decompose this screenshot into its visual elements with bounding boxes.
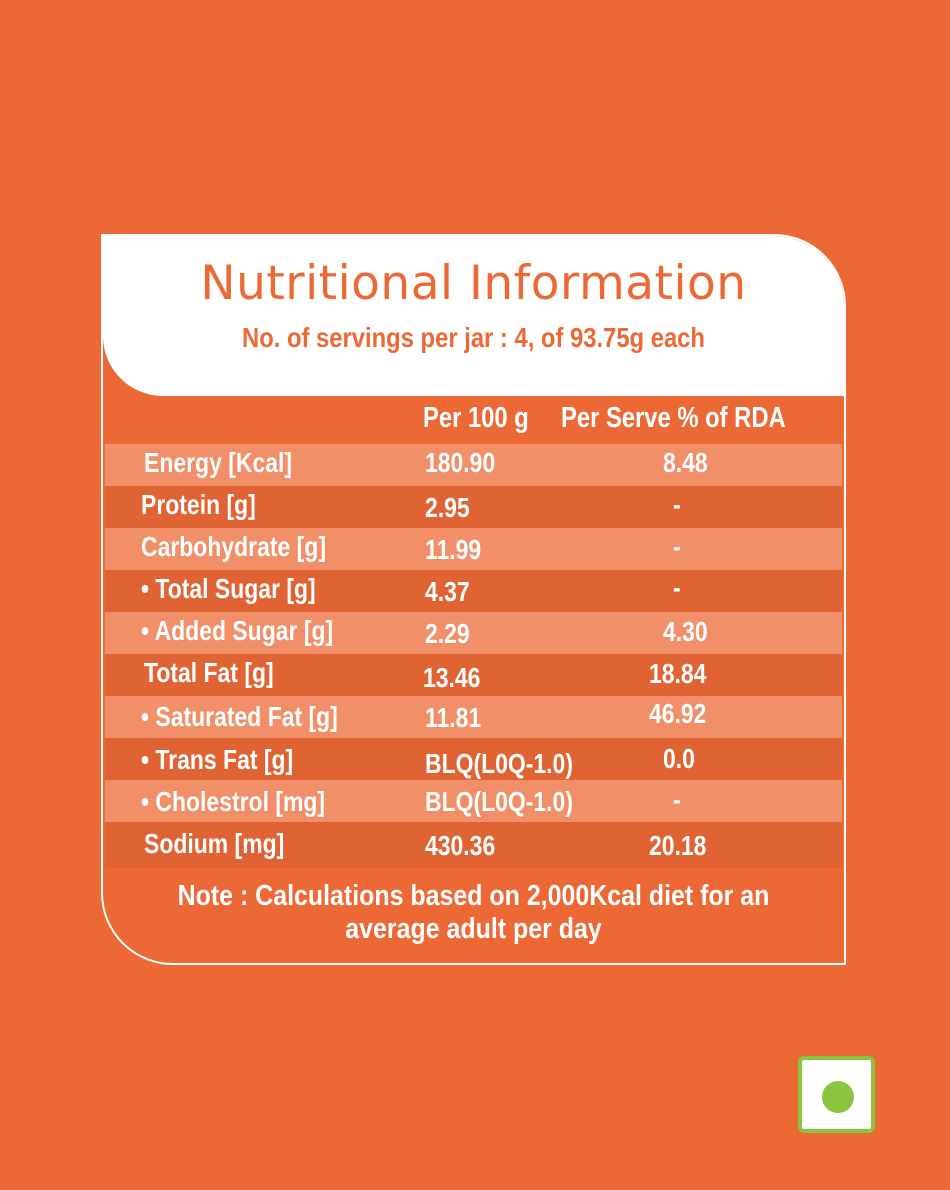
nutrient-label: • Trans Fat [g] — [141, 744, 294, 775]
nutrient-label: Protein [g] — [141, 489, 256, 520]
column-header-per-100g: Per 100 g — [423, 402, 529, 434]
table-row: Protein [g] 2.95 - — [105, 486, 842, 528]
nutrient-label: • Cholestrol [mg] — [141, 786, 326, 817]
per-100g-value: BLQ(L0Q-1.0) — [425, 748, 573, 779]
per-100g-value: 11.99 — [425, 534, 482, 565]
rda-value: 8.48 — [663, 447, 708, 478]
nutrient-label: Carbohydrate [g] — [141, 531, 326, 562]
rda-value: 4.30 — [663, 616, 708, 647]
veg-dot-icon — [822, 1081, 854, 1113]
table-row: • Total Sugar [g] 4.37 - — [105, 570, 842, 612]
rda-note: Note : Calculations based on 2,000Kcal d… — [177, 880, 770, 945]
table-row: • Trans Fat [g] BLQ(L0Q-1.0) 0.0 — [105, 738, 842, 780]
table-row: • Saturated Fat [g] 11.81 46.92 — [105, 696, 842, 738]
rda-value: 46.92 — [649, 698, 707, 729]
rda-value: 20.18 — [649, 830, 707, 861]
nutrient-label: • Saturated Fat [g] — [141, 701, 338, 732]
table-row: Total Fat [g] 13.46 18.84 — [105, 654, 842, 696]
rda-value: - — [673, 572, 681, 603]
servings-subtitle: No. of servings per jar : 4, of 93.75g e… — [242, 322, 705, 353]
per-100g-value: 13.46 — [423, 662, 481, 693]
vegetarian-mark-icon — [798, 1056, 875, 1133]
nutrition-header: Nutritional Information No. of servings … — [103, 236, 844, 396]
per-100g-value: 11.81 — [425, 702, 482, 733]
per-100g-value: 4.37 — [425, 576, 470, 607]
per-100g-value: 430.36 — [425, 830, 496, 861]
per-100g-value: 180.90 — [425, 447, 496, 478]
per-100g-value: 2.95 — [425, 492, 470, 523]
nutrient-label: • Total Sugar [g] — [141, 573, 316, 604]
nutrition-panel-border — [101, 234, 846, 965]
table-row: • Cholestrol [mg] BLQ(L0Q-1.0) - — [105, 780, 842, 822]
rda-value: 0.0 — [663, 743, 695, 774]
nutrient-label: Energy [Kcal] — [144, 447, 293, 478]
nutrient-label: Sodium [mg] — [144, 828, 285, 859]
rda-value: - — [673, 489, 681, 520]
nutrient-label: • Added Sugar [g] — [141, 615, 334, 646]
table-row: Energy [Kcal] 180.90 8.48 — [105, 444, 842, 486]
per-100g-value: 2.29 — [425, 618, 470, 649]
table-row: Sodium [mg] 430.36 20.18 — [105, 822, 842, 868]
rda-value: - — [673, 531, 681, 562]
rda-value: - — [673, 784, 681, 815]
table-row: • Added Sugar [g] 2.29 4.30 — [105, 612, 842, 654]
rda-value: 18.84 — [649, 658, 707, 689]
table-row: Carbohydrate [g] 11.99 - — [105, 528, 842, 570]
column-header-per-serve-rda: Per Serve % of RDA — [561, 402, 786, 434]
nutrient-label: Total Fat [g] — [144, 657, 274, 688]
per-100g-value: BLQ(L0Q-1.0) — [425, 786, 573, 817]
page-title: Nutritional Information — [200, 256, 747, 311]
